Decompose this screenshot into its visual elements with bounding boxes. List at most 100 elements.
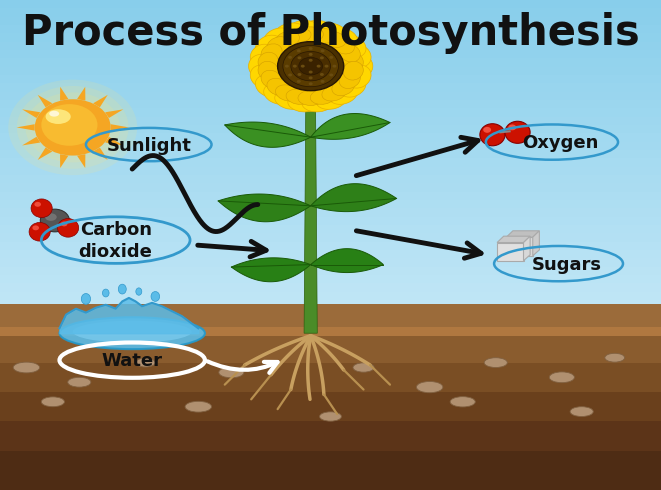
Ellipse shape [316,90,346,109]
Ellipse shape [416,381,443,393]
Ellipse shape [151,292,160,301]
Polygon shape [38,147,52,160]
Polygon shape [22,137,40,146]
Ellipse shape [297,56,301,59]
Polygon shape [77,154,85,168]
Polygon shape [0,50,661,58]
Ellipse shape [505,122,530,143]
Polygon shape [0,283,661,292]
Ellipse shape [34,99,111,156]
Ellipse shape [310,28,335,43]
Polygon shape [506,231,539,237]
Ellipse shape [40,209,69,232]
Ellipse shape [322,31,346,48]
Polygon shape [38,95,52,107]
Text: Water: Water [102,352,163,370]
Polygon shape [22,109,40,118]
Ellipse shape [67,377,91,387]
Ellipse shape [309,76,313,79]
Ellipse shape [41,104,98,146]
Ellipse shape [276,85,299,101]
Ellipse shape [267,37,290,54]
Ellipse shape [299,57,323,75]
Ellipse shape [339,75,366,97]
Ellipse shape [264,83,293,104]
Polygon shape [0,0,661,8]
Polygon shape [0,392,661,421]
Ellipse shape [288,74,292,76]
Polygon shape [497,236,530,243]
Polygon shape [231,258,311,282]
Ellipse shape [309,59,313,62]
Ellipse shape [320,412,342,421]
Ellipse shape [339,35,366,57]
Ellipse shape [13,362,40,373]
Ellipse shape [275,23,305,43]
Polygon shape [311,114,390,139]
Polygon shape [0,33,661,42]
Ellipse shape [8,80,137,175]
Polygon shape [0,233,661,242]
Polygon shape [0,100,661,108]
Ellipse shape [264,28,293,49]
Ellipse shape [255,35,282,57]
Ellipse shape [41,397,65,407]
Polygon shape [0,92,661,100]
Ellipse shape [61,221,67,226]
Ellipse shape [276,31,299,48]
Polygon shape [524,236,530,261]
Ellipse shape [32,225,39,230]
Polygon shape [0,451,661,490]
Polygon shape [0,242,661,250]
Ellipse shape [317,65,321,68]
Ellipse shape [261,70,282,89]
Ellipse shape [275,90,305,109]
Ellipse shape [249,54,274,78]
Polygon shape [0,67,661,75]
Ellipse shape [118,284,126,294]
Ellipse shape [309,82,313,85]
Ellipse shape [73,321,192,343]
Ellipse shape [58,219,79,237]
Polygon shape [0,167,661,175]
Polygon shape [225,122,311,147]
Polygon shape [0,125,661,133]
Ellipse shape [298,91,323,105]
Polygon shape [0,83,661,92]
Ellipse shape [332,78,354,96]
Ellipse shape [302,21,334,39]
Polygon shape [105,137,124,146]
Ellipse shape [251,65,276,88]
Polygon shape [0,292,661,300]
Ellipse shape [343,52,364,71]
Ellipse shape [450,397,475,407]
Ellipse shape [484,358,508,368]
Polygon shape [218,194,311,222]
Ellipse shape [329,28,358,49]
Ellipse shape [286,89,311,104]
Polygon shape [0,150,661,158]
Polygon shape [0,192,661,200]
Ellipse shape [45,213,57,221]
Ellipse shape [309,47,313,50]
Polygon shape [60,154,69,168]
Polygon shape [77,87,85,100]
Ellipse shape [258,61,278,80]
Polygon shape [0,258,661,267]
Ellipse shape [34,202,41,207]
Polygon shape [0,327,661,336]
Polygon shape [0,175,661,183]
Polygon shape [93,147,108,160]
Polygon shape [0,308,661,317]
Polygon shape [0,333,661,363]
Ellipse shape [288,21,319,39]
Ellipse shape [570,407,594,416]
Ellipse shape [605,353,625,362]
Polygon shape [0,75,661,83]
Text: Sunlight: Sunlight [106,137,191,154]
Ellipse shape [322,85,346,101]
Ellipse shape [297,73,301,76]
Ellipse shape [136,358,155,367]
Ellipse shape [301,65,305,68]
Polygon shape [311,184,397,212]
